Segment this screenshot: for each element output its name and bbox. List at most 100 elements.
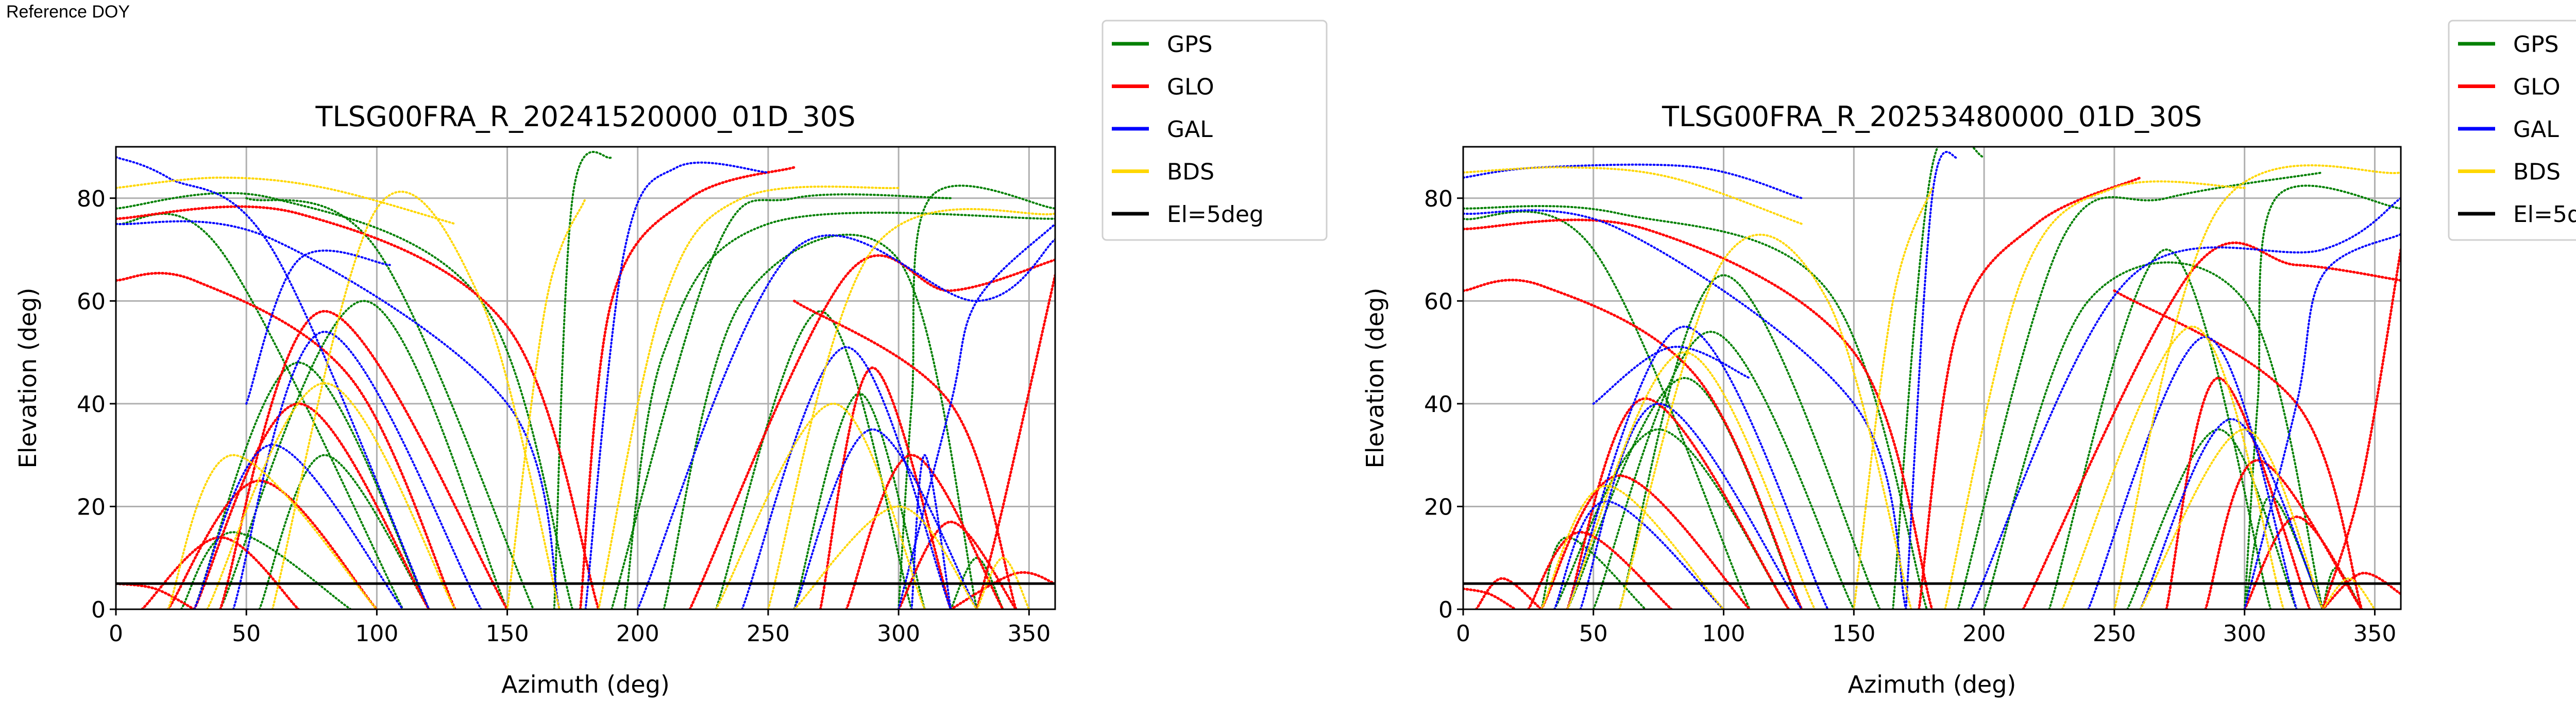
y-tick-label: 40 <box>1424 391 1453 418</box>
track-glo <box>2022 242 2401 609</box>
track-gal <box>793 428 978 609</box>
track-gal <box>116 220 561 609</box>
track-glo <box>1463 587 1517 609</box>
track-gal <box>584 161 769 609</box>
legend-label-gal: GAL <box>1167 116 1213 143</box>
track-gal <box>2243 233 2401 609</box>
track-gps <box>2048 248 2272 609</box>
legend-label-bds: BDS <box>1167 159 1214 185</box>
track-gps <box>193 362 430 609</box>
track-gps <box>611 193 952 609</box>
track-gps <box>1592 331 1855 609</box>
legend-label-bds: BDS <box>2513 159 2561 185</box>
y-axis-label: Elevation (deg) <box>14 288 42 469</box>
y-tick-label: 20 <box>77 494 106 520</box>
y-tick-label: 80 <box>1424 186 1453 212</box>
track-gps <box>897 184 1055 609</box>
chart-1: 0 50 100 150 200 250 300 350 0 20 40 60 80 TLSG00FRA_… <box>14 20 1328 698</box>
y-tick-label: 0 <box>1438 597 1453 623</box>
track-gps <box>1553 428 1790 609</box>
track-glo <box>2321 572 2401 609</box>
chart-title: TLSG00FRA_R_20253480000_01D_30S <box>1662 100 2202 133</box>
track-gps <box>116 192 574 609</box>
track-bds <box>793 505 978 609</box>
x-axis-label: Azimuth (deg) <box>501 671 670 698</box>
x-tick-label: 0 <box>1456 621 1470 647</box>
x-tick-label: 150 <box>1832 621 1875 647</box>
x-tick-label: 350 <box>2353 621 2396 647</box>
chart-title: TLSG00FRA_R_20241520000_01D_30S <box>315 100 856 133</box>
track-gps <box>553 151 613 609</box>
track-glo <box>2204 459 2363 609</box>
legend-label-el5deg: El=5deg <box>2513 201 2576 228</box>
y-tick-label: 80 <box>77 186 106 212</box>
reference-doy-label: Reference DOY <box>6 2 130 22</box>
track-glo <box>116 205 600 609</box>
track-gps <box>1957 171 2324 609</box>
track-gps <box>2243 184 2401 609</box>
x-tick-label: 50 <box>232 621 261 647</box>
legend: GPS GLO GAL BDS El=5deg <box>2448 20 2576 241</box>
track-bds <box>976 557 1030 609</box>
track-glo <box>2243 515 2363 609</box>
y-tick-label: 60 <box>1424 288 1453 315</box>
legend-label-el5deg: El=5deg <box>1167 201 1264 228</box>
track-glo <box>1463 218 1934 609</box>
x-tick-label: 350 <box>1007 621 1050 647</box>
track-glo <box>688 254 1055 609</box>
track-gps <box>623 211 1055 609</box>
track-bds <box>1566 351 1816 609</box>
track-gal <box>1553 500 1725 609</box>
track-bds <box>1540 485 1725 609</box>
track-bds <box>1463 166 1803 225</box>
y-tick-label: 60 <box>77 288 106 315</box>
track-gal <box>193 443 404 609</box>
track-gal <box>897 222 1055 609</box>
track-bds <box>1853 186 1933 609</box>
track-gps <box>1983 261 2324 609</box>
track-bds <box>167 454 378 609</box>
track-bds <box>206 382 456 609</box>
plot-area <box>1463 147 2401 609</box>
track-glo <box>1463 279 1803 609</box>
track-gal <box>910 454 952 609</box>
track-gps <box>2243 495 2324 609</box>
y-tick-label: 20 <box>1424 494 1453 520</box>
track-bds <box>1944 180 2246 609</box>
track-bds <box>271 191 561 609</box>
track-gal <box>741 346 952 609</box>
track-bds <box>597 185 900 609</box>
track-gps <box>663 233 978 609</box>
track-gps <box>1463 205 1928 609</box>
track-gal <box>636 234 1055 609</box>
legend-label-glo: GLO <box>1167 74 1214 100</box>
x-tick-label: 200 <box>1962 621 2006 647</box>
x-tick-label: 100 <box>355 621 398 647</box>
track-gps <box>950 557 1004 609</box>
track-gal <box>1463 209 1907 609</box>
track-glo <box>219 310 509 609</box>
x-tick-label: 100 <box>1702 621 1745 647</box>
track-bds <box>767 208 1055 609</box>
track-gps <box>1463 210 1751 609</box>
track-bds <box>506 197 587 609</box>
track-gal <box>1905 151 1959 609</box>
track-gal <box>1579 402 1803 609</box>
track-bds <box>2321 577 2376 609</box>
plot-area <box>116 151 1055 609</box>
x-tick-label: 250 <box>747 621 790 647</box>
track-gps <box>245 197 535 609</box>
track-glo <box>2165 376 2311 609</box>
track-bds <box>2113 164 2401 609</box>
track-bds <box>1618 233 1912 609</box>
track-gal <box>116 156 430 609</box>
track-gps <box>258 454 430 609</box>
legend-box <box>2448 20 2576 241</box>
track-bds <box>715 402 926 609</box>
x-tick-label: 50 <box>1579 621 1608 647</box>
legend-label-gps: GPS <box>1167 31 1213 58</box>
legend-label-gal: GAL <box>2513 116 2559 143</box>
track-bds <box>2061 325 2285 609</box>
track-glo <box>2321 248 2401 609</box>
